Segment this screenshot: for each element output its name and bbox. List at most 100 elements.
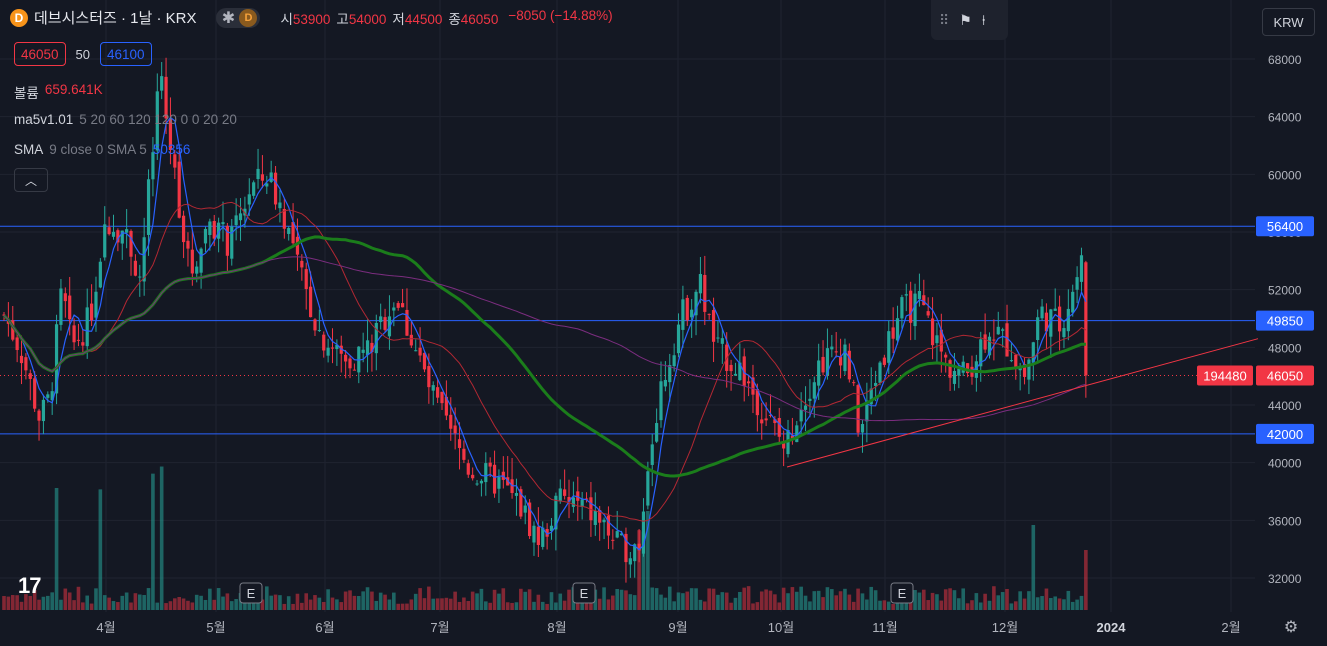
settings-gear-icon[interactable]: ⚙ (1283, 619, 1299, 636)
high-label: 고 (336, 11, 349, 27)
volume-bar (418, 588, 422, 610)
close-value: 46050 (460, 11, 499, 27)
volume-bar (177, 596, 181, 610)
candle-body (475, 483, 479, 485)
candle-body (344, 354, 348, 362)
symbol-icon[interactable]: D (10, 8, 28, 27)
price-axis: 6800064000600005600052000480004400040000… (1268, 53, 1302, 586)
candle-body (449, 414, 453, 429)
volume-bar (1062, 599, 1066, 610)
candle-body (453, 425, 457, 434)
chart-header: D 데브시스터즈 · 1날 · KRX ✱ D 시53900 고54000 저4… (10, 7, 613, 28)
sell-price-button[interactable]: 46050 (14, 42, 66, 66)
volume-bar (1053, 596, 1057, 610)
volume-bar (470, 591, 475, 610)
candle-body (190, 249, 194, 274)
volume-bar (567, 589, 571, 610)
volume-bar (965, 603, 970, 610)
y-tick-label: 64000 (1268, 111, 1302, 125)
candle-body (103, 224, 107, 258)
volume-bar (32, 590, 37, 610)
candle-body (54, 324, 59, 394)
indicator-volume[interactable]: 볼륨 659.641K (14, 82, 103, 102)
volume-bar (137, 594, 142, 610)
currency-selector[interactable]: KRW (1262, 8, 1315, 36)
candle-body (313, 319, 317, 331)
candle-body (379, 316, 383, 323)
candle-body (348, 358, 352, 369)
candle-body (252, 182, 256, 196)
candle-body (1031, 342, 1035, 363)
volume-bar (321, 601, 326, 610)
volume-bar (733, 597, 738, 610)
candle-body (59, 288, 63, 325)
x-tick-label: 2024 (1097, 620, 1127, 635)
candle-body (457, 439, 462, 448)
candle-body (466, 463, 470, 475)
tradingview-logo[interactable]: 17 (18, 573, 42, 598)
volume-bar (85, 595, 90, 610)
volume-bar (865, 599, 869, 610)
price-tag-box (1256, 423, 1314, 444)
chevron-up-icon: ︿ (24, 173, 37, 188)
volume-bar (1027, 591, 1031, 610)
candle-body (1071, 291, 1075, 313)
volume-bar (308, 599, 313, 610)
x-tick-label: 10월 (768, 620, 794, 635)
volume-bar (1066, 590, 1071, 610)
volume-bar (602, 587, 606, 610)
volume-bar (808, 601, 812, 610)
volume-bar (81, 602, 85, 610)
volume-bar (580, 597, 584, 610)
volume-bar (794, 591, 799, 610)
indicator-ma5v[interactable]: ma5v1.01 5 20 60 120 120 0 0 20 20 (14, 112, 237, 127)
volume-bar (996, 595, 1001, 610)
candle-body (825, 348, 830, 376)
flag-icon[interactable]: ⚑ (959, 11, 972, 28)
volume-bar (269, 595, 273, 610)
price-tag-box (1256, 365, 1314, 386)
floating-toolbar[interactable]: ⠿ ⚑ ⍿ (931, 0, 1008, 40)
volume-bar (378, 592, 383, 610)
indicator-value: 659.641K (44, 82, 103, 97)
volume-bar (654, 588, 659, 610)
volume-bar (273, 594, 278, 610)
buy-price-button[interactable]: 46100 (100, 42, 152, 66)
quantity-value[interactable]: 50 (75, 46, 91, 62)
drag-handle-icon[interactable]: ⠿ (939, 11, 950, 28)
candle-body (295, 236, 300, 255)
candle-body (707, 313, 711, 315)
candle-body (935, 335, 939, 344)
volume-bar (317, 597, 322, 610)
symbol-badges[interactable]: ✱ D (216, 7, 261, 28)
candle-body (37, 410, 41, 421)
volume-bar (987, 600, 992, 610)
candle-body (659, 381, 663, 421)
high-value: 54000 (348, 11, 387, 27)
candle-body (405, 309, 409, 336)
volume-bar (186, 600, 190, 610)
candle-body (46, 394, 50, 398)
collapse-legend-button[interactable]: ︿ (14, 168, 48, 192)
candle-body (641, 511, 646, 554)
candle-body (685, 297, 689, 321)
pin-icon[interactable]: ⍿ (981, 11, 986, 28)
candle-body (930, 318, 935, 346)
volume-bar (1022, 598, 1027, 610)
earnings-marker[interactable]: E (890, 582, 914, 604)
candle-body (747, 381, 751, 384)
candle-body (615, 531, 619, 538)
candle-body (497, 477, 501, 489)
volume-bar (943, 589, 948, 610)
indicator-sma[interactable]: SMA 9 close 0 SMA 5 50356 (14, 142, 190, 157)
volume-bar (549, 592, 554, 610)
volume-bar (168, 601, 173, 610)
earnings-marker[interactable]: E (239, 582, 263, 604)
candle-body (1022, 364, 1027, 377)
earnings-marker[interactable]: E (572, 582, 596, 604)
symbol-title[interactable]: 데브시스터즈 · 1날 · KRX (34, 10, 197, 27)
volume-bar (694, 588, 698, 610)
x-tick-label: 12월 (992, 620, 1018, 635)
volume-bar (681, 593, 685, 610)
